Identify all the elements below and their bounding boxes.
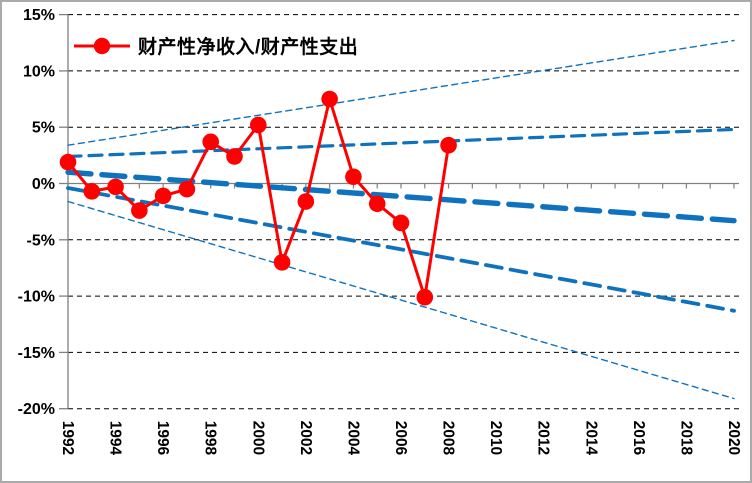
x-tick-label: 2000 [249,421,266,455]
y-tick-label: -10% [18,289,55,306]
y-tick-label: 0% [32,176,55,193]
outer-upper-band [67,39,735,146]
data-point-2000[interactable] [249,116,267,134]
data-point-2007[interactable] [416,288,434,306]
x-tick-label: 2010 [487,421,504,455]
x-tick-label: 2012 [535,421,552,455]
y-tick-label: -20% [18,401,55,418]
legend-series-marker-icon [93,37,111,54]
data-point-1993[interactable] [83,183,101,200]
data-point-2003[interactable] [321,90,338,108]
y-tick-label: -5% [27,232,55,249]
data-point-1994[interactable] [107,178,124,196]
outer-lower-band [67,200,735,400]
y-tick-label: 5% [32,120,55,137]
legend-key [74,37,130,54]
x-tick-label: 2002 [297,421,314,455]
data-point-2006[interactable] [392,214,410,232]
y-tick-label: 10% [23,63,55,80]
center-trend [65,169,737,224]
x-tick-label: 1992 [59,421,76,455]
legend-label: 财产性净收入/财产性支出 [138,37,359,58]
inner-upper-band [66,127,736,159]
x-tick-label: 2020 [725,421,742,455]
data-point-2004[interactable] [345,168,362,186]
x-tick-label: 1994 [107,421,124,456]
data-point-1997[interactable] [178,180,196,198]
data-point-1995[interactable] [131,202,148,219]
y-tick-label: -15% [18,345,55,362]
x-tick-label: 2008 [440,421,457,456]
x-tick-label: 2004 [344,421,361,456]
x-tick-label: 2018 [677,421,694,456]
x-tick-label: 2014 [582,421,599,456]
x-tick-label: 2016 [630,421,647,456]
x-tick-label: 1996 [154,421,171,456]
data-point-2005[interactable] [368,195,386,213]
data-point-1992[interactable] [59,153,77,171]
y-tick-label: 15% [23,7,55,24]
data-point-1999[interactable] [226,148,243,165]
x-tick-label: 1998 [202,421,219,456]
legend[interactable]: 财产性净收入/财产性支出 [72,32,358,59]
data-point-2001[interactable] [273,254,291,271]
data-point-1998[interactable] [202,133,220,151]
inner-lower-band [66,186,736,313]
data-point-2008[interactable] [440,136,457,154]
x-tick-label: 2006 [392,421,409,456]
data-point-2002[interactable] [297,193,315,210]
data-point-1996[interactable] [154,187,172,205]
